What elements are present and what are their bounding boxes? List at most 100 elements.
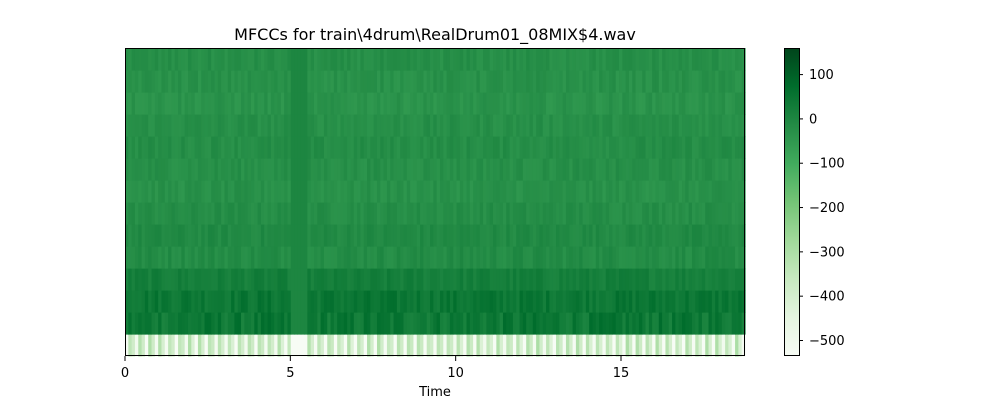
heatmap-cell [648, 312, 653, 335]
heatmap-cell [459, 224, 464, 247]
heatmap-cell [546, 180, 550, 203]
heatmap-cell [738, 180, 743, 203]
heatmap-cell [592, 312, 597, 335]
heatmap-cell [691, 202, 696, 225]
heatmap-cell [390, 158, 395, 181]
heatmap-cell [430, 158, 434, 181]
heatmap-cell [638, 180, 643, 203]
heatmap-cell [476, 92, 481, 115]
heatmap-cell [698, 224, 703, 247]
heatmap-cell [297, 48, 302, 71]
heatmap-cell [158, 48, 163, 71]
heatmap-cell [735, 268, 739, 291]
heatmap-cell [695, 70, 700, 93]
heatmap-cell [373, 334, 378, 357]
heatmap-cell [691, 92, 696, 115]
heatmap-cell [489, 48, 494, 71]
heatmap-cell [688, 180, 693, 203]
heatmap-cell [449, 268, 454, 291]
heatmap-cell [300, 136, 305, 159]
heatmap-cell [390, 312, 395, 335]
heatmap-cell [241, 158, 245, 181]
heatmap-cell [479, 312, 484, 335]
heatmap-cell [539, 136, 544, 159]
heatmap-cell [486, 246, 491, 269]
heatmap-cell [565, 136, 570, 159]
heatmap-cell [234, 92, 239, 115]
heatmap-cell [549, 224, 554, 247]
heatmap-cell [227, 290, 232, 313]
heatmap-cell [575, 136, 580, 159]
heatmap-cell [264, 334, 269, 357]
heatmap-cell [589, 312, 594, 335]
heatmap-cell [154, 268, 159, 291]
heatmap-cell [250, 202, 255, 225]
heatmap-cell [589, 290, 594, 313]
heatmap-cell [499, 202, 504, 225]
heatmap-cell [237, 312, 242, 335]
heatmap-cell [260, 136, 265, 159]
heatmap-cell [241, 312, 245, 335]
heatmap-cell [241, 136, 245, 159]
heatmap-cell [552, 334, 557, 357]
heatmap-cell [201, 158, 206, 181]
heatmap-cell [539, 202, 544, 225]
heatmap-cell [430, 114, 434, 137]
heatmap-cell [473, 92, 478, 115]
heatmap-cell [449, 92, 454, 115]
heatmap-cell [207, 312, 212, 335]
heatmap-cell [708, 202, 713, 225]
heatmap-cell [708, 158, 713, 181]
heatmap-cell [287, 48, 292, 71]
heatmap-cell [688, 290, 693, 313]
heatmap-cell [383, 224, 388, 247]
heatmap-cell [615, 158, 620, 181]
heatmap-cell [711, 334, 716, 357]
heatmap-cell [496, 334, 501, 357]
heatmap-cell [247, 70, 252, 93]
heatmap-cell [403, 334, 408, 357]
heatmap-cell [529, 70, 534, 93]
heatmap-cell [128, 290, 133, 313]
heatmap-cell [141, 268, 146, 291]
heatmap-cell [347, 202, 352, 225]
heatmap-cell [300, 70, 305, 93]
heatmap-cell [333, 180, 338, 203]
heatmap-cell [294, 48, 299, 71]
heatmap-cell [168, 48, 173, 71]
heatmap-cell [390, 202, 395, 225]
heatmap-cell [738, 312, 743, 335]
heatmap-cell [582, 136, 587, 159]
heatmap-cell [337, 268, 342, 291]
heatmap-cell [486, 92, 491, 115]
heatmap-cell [665, 114, 670, 137]
heatmap-cell [493, 268, 497, 291]
heatmap-cell [466, 48, 471, 71]
heatmap-cell [638, 246, 643, 269]
heatmap-cell [323, 268, 328, 291]
heatmap-cell [473, 48, 478, 71]
heatmap-cell [638, 312, 643, 335]
heatmap-cell [144, 180, 149, 203]
heatmap-cell [662, 290, 667, 313]
heatmap-cell [304, 246, 308, 269]
heatmap-cell [672, 268, 676, 291]
heatmap-cell [161, 246, 166, 269]
heatmap-cell [274, 290, 279, 313]
heatmap-cell [638, 48, 643, 71]
heatmap-cell [217, 70, 222, 93]
heatmap-cell [294, 312, 299, 335]
heatmap-cell [171, 290, 176, 313]
heatmap-cell [380, 246, 385, 269]
heatmap-cell [559, 92, 564, 115]
heatmap-cell [738, 268, 743, 291]
heatmap-cell [559, 136, 564, 159]
heatmap-cell [430, 48, 434, 71]
heatmap-cell [569, 136, 574, 159]
heatmap-cell [463, 158, 468, 181]
heatmap-cell [221, 114, 226, 137]
heatmap-cell [290, 48, 295, 71]
heatmap-cell [227, 92, 232, 115]
heatmap-cell [343, 158, 348, 181]
heatmap-cell [575, 48, 580, 71]
